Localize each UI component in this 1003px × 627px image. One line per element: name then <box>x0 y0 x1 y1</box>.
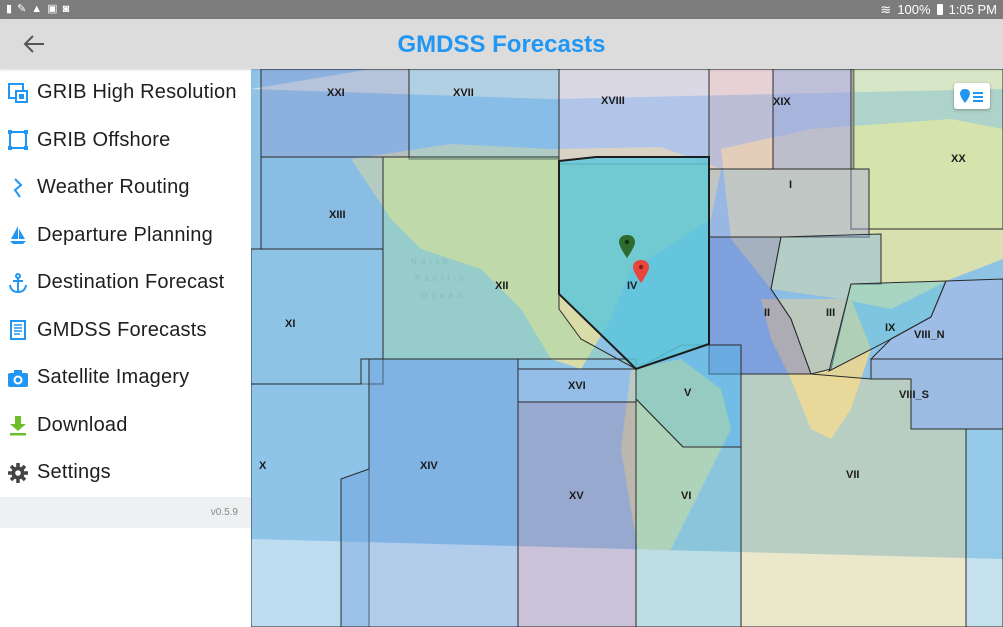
version-label: v0.5.9 <box>210 507 238 518</box>
menu-item-label: Download <box>37 413 128 436</box>
zone-label-xiv: XIV <box>420 460 438 472</box>
notification-icon: ▮ <box>6 3 13 15</box>
notification-icons: ▮ ✎ ▲ ▣ ◙ <box>6 2 69 16</box>
zone-label-v: V <box>684 387 692 399</box>
image-icon: ▣ <box>47 3 58 15</box>
clock: 1:05 PM <box>948 2 997 17</box>
zone-xiv-area[interactable] <box>340 358 519 627</box>
menu-item-satellite-imagery[interactable]: Satellite Imagery <box>0 354 251 402</box>
camera-icon <box>7 367 29 389</box>
zone-xvii-area[interactable] <box>408 69 560 160</box>
app-bar: GMDSS Forecasts <box>0 19 1003 69</box>
menu-item-label: GRIB High Resolution <box>37 81 237 104</box>
zone-label-viii-s: VIII_S <box>899 389 929 401</box>
menu-item-download[interactable]: Download <box>0 402 251 450</box>
legend-button[interactable] <box>954 83 990 109</box>
zone-label-xii: XII <box>495 280 508 292</box>
grib-offshore-icon <box>7 129 29 151</box>
document-icon <box>7 319 29 341</box>
zone-label-iii: III <box>826 307 835 319</box>
zone-xiii-area[interactable] <box>260 156 384 250</box>
zone-label-xv: XV <box>569 490 584 502</box>
zone-label-vii: VII <box>846 469 859 481</box>
zone-label-i: I <box>789 179 792 191</box>
weather-routing-icon <box>7 177 29 199</box>
africa-land <box>761 299 871 439</box>
zone-label-iv: IV <box>627 280 638 292</box>
zone-label-xiii: XIII <box>329 209 346 221</box>
zone-label-vi: VI <box>681 490 691 502</box>
menu-item-settings[interactable]: Settings <box>0 449 251 497</box>
zone-xix-area[interactable] <box>708 69 855 170</box>
navigation-drawer: GRIB High Resolution GRIB Offshore Weath… <box>0 69 251 627</box>
menu-item-label: Satellite Imagery <box>37 366 190 389</box>
ocean-label-north: N o r t h <box>411 257 448 266</box>
bag-icon: ◙ <box>62 3 70 15</box>
status-bar: ▮ ✎ ▲ ▣ ◙ ≋ 100% 1:05 PM <box>0 0 1003 19</box>
menu-item-destination-forecast[interactable]: Destination Forecast <box>0 259 251 307</box>
zone-xviii-area[interactable] <box>558 69 710 165</box>
zone-label-xvii: XVII <box>453 87 474 99</box>
zone-label-xix: XIX <box>773 96 791 108</box>
zone-label-xviii: XVIII <box>601 95 625 107</box>
ocean-label-pacific: P a c i f i c <box>415 274 465 283</box>
zone-iv-selected-area[interactable] <box>558 156 710 371</box>
menu-item-grib-high-resolution[interactable]: GRIB High Resolution <box>0 69 251 117</box>
menu-item-label: GRIB Offshore <box>37 128 171 151</box>
wrench-icon: ✎ <box>17 3 27 15</box>
page-title: GMDSS Forecasts <box>397 31 606 58</box>
zone-label-x: X <box>259 460 267 472</box>
menu-item-grib-offshore[interactable]: GRIB Offshore <box>0 117 251 165</box>
map-canvas[interactable]: N o r t h P a c i f i c O c e a n XXI XV… <box>251 69 1003 627</box>
zone-vii-area[interactable] <box>740 373 967 627</box>
arrow-left-icon <box>23 35 44 53</box>
version-bar: v0.5.9 <box>0 497 251 528</box>
arctic-land <box>251 69 1003 99</box>
antarctica-land <box>251 539 1003 627</box>
zone-label-xvi: XVI <box>568 380 586 392</box>
zone-xix-b-area[interactable] <box>772 69 854 170</box>
zone-label-xi: XI <box>285 318 295 330</box>
grib-high-resolution-icon <box>7 82 29 104</box>
anchor-icon <box>7 272 29 294</box>
zone-label-ii: II <box>764 307 770 319</box>
zone-xxi-area[interactable] <box>260 69 410 158</box>
wifi-icon: ≋ <box>880 2 892 17</box>
zone-label-ix: IX <box>885 322 896 334</box>
menu-item-label: GMDSS Forecasts <box>37 318 207 341</box>
marker-list-icon <box>960 89 983 103</box>
download-icon <box>7 414 29 436</box>
zone-label-xx: XX <box>951 153 966 165</box>
red-marker-icon[interactable] <box>633 260 649 283</box>
warning-icon: ▲ <box>31 3 43 15</box>
menu-item-departure-planning[interactable]: Departure Planning <box>0 212 251 260</box>
battery-icon <box>936 4 943 15</box>
menu-item-label: Destination Forecast <box>37 271 225 294</box>
menu-item-label: Departure Planning <box>37 223 213 246</box>
menu-item-weather-routing[interactable]: Weather Routing <box>0 164 251 212</box>
eurasia-land <box>721 119 1003 309</box>
sailboat-icon <box>7 224 29 246</box>
menu-item-label: Settings <box>37 461 111 484</box>
zone-iii-area[interactable] <box>770 233 882 375</box>
menu-item-gmdss-forecasts[interactable]: GMDSS Forecasts <box>0 307 251 355</box>
gear-icon <box>7 462 29 484</box>
zone-east-area[interactable] <box>965 428 1003 627</box>
back-button[interactable] <box>20 31 48 57</box>
green-marker-icon[interactable] <box>619 235 635 258</box>
zone-label-viii-n: VIII_N <box>914 329 945 341</box>
zone-xv-area[interactable] <box>517 401 637 627</box>
battery-percent: 100% <box>897 2 931 17</box>
zone-label-xxi: XXI <box>327 87 345 99</box>
forecast-zone-map[interactable]: N o r t h P a c i f i c O c e a n XXI XV… <box>251 69 1003 627</box>
ocean-label-ocean: O c e a n <box>421 291 462 300</box>
menu-item-label: Weather Routing <box>37 176 190 199</box>
zone-xx-area[interactable] <box>850 69 1003 230</box>
